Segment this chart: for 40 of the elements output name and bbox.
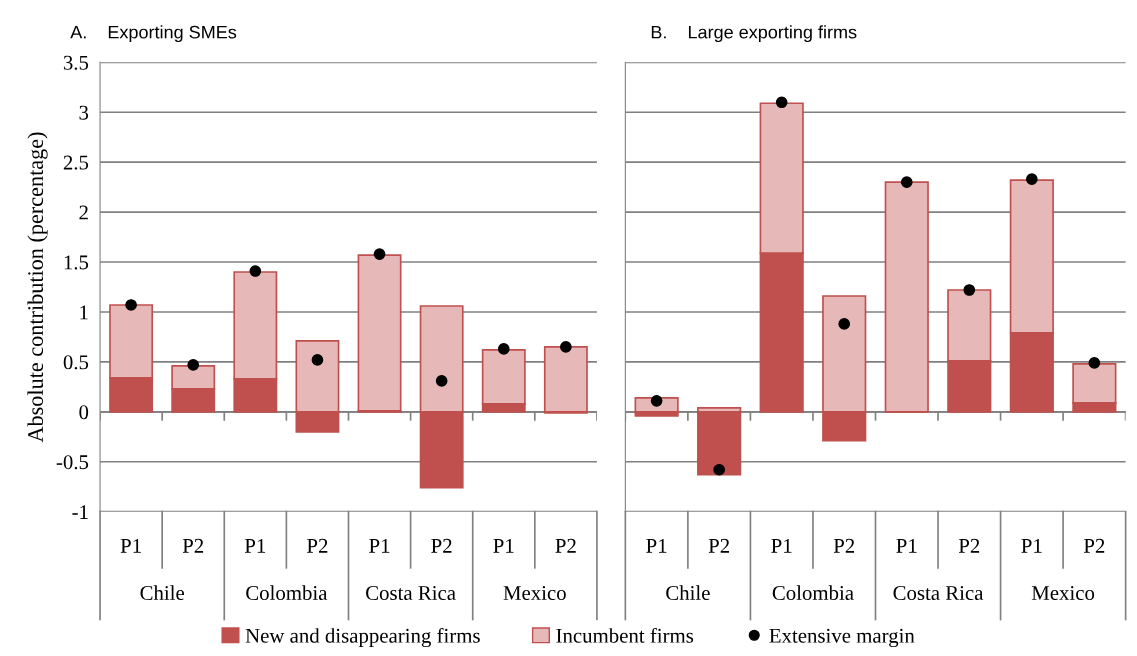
text: Colombia	[246, 585, 328, 601]
x-tick-label: P2	[431, 538, 452, 553]
chart-title: A. Exporting SMEs	[70, 25, 237, 43]
chart-title: B. Large exporting firms	[651, 25, 857, 43]
text: Chile	[666, 585, 710, 601]
y-tick-label: 2.5	[63, 155, 89, 170]
y-tick-label: 0	[79, 405, 89, 420]
y-tick-label: 2	[79, 205, 88, 220]
x-tick-label: P1	[244, 538, 266, 553]
y-tick-label: 3	[79, 105, 89, 120]
text: Chile	[140, 585, 185, 601]
y-tick-label: 1.5	[64, 255, 89, 270]
x-tick-label: P2	[182, 538, 204, 553]
x-tick-label: P1	[493, 538, 514, 553]
x-tick-label: P2	[833, 538, 855, 553]
y-tick-label: -0.5	[56, 455, 89, 470]
text: Costa Rica	[893, 586, 984, 601]
text: Colombia	[772, 585, 854, 601]
y-tick-label: -1	[72, 505, 88, 519]
x-tick-label: P1	[771, 538, 792, 553]
x-tick-label: P2	[307, 538, 328, 553]
legend-label: Extensive margin	[769, 628, 915, 648]
x-tick-label: P1	[646, 538, 667, 553]
legend-label: New and disappearing firms	[245, 627, 480, 648]
y-tick-label: 0.5	[63, 355, 89, 370]
y-tick-label: 3.5	[63, 55, 89, 70]
x-tick-label: P2	[1083, 538, 1105, 553]
legend-label: Incumbent firms	[556, 627, 694, 643]
text: Mexico	[503, 586, 566, 601]
x-tick-label: P1	[896, 538, 917, 553]
text: Costa Rica	[366, 586, 456, 601]
y-tick-label: 1	[80, 305, 88, 320]
x-tick-label: P2	[708, 538, 730, 553]
x-tick-label: P1	[369, 538, 390, 553]
x-tick-label: P1	[1021, 538, 1042, 553]
y-axis-title: Absolute contribution (percentage)	[27, 132, 48, 443]
x-tick-label: P2	[555, 538, 576, 553]
x-tick-label: P2	[958, 538, 980, 553]
x-tick-label: P1	[120, 538, 141, 553]
text: Mexico	[1031, 586, 1095, 601]
